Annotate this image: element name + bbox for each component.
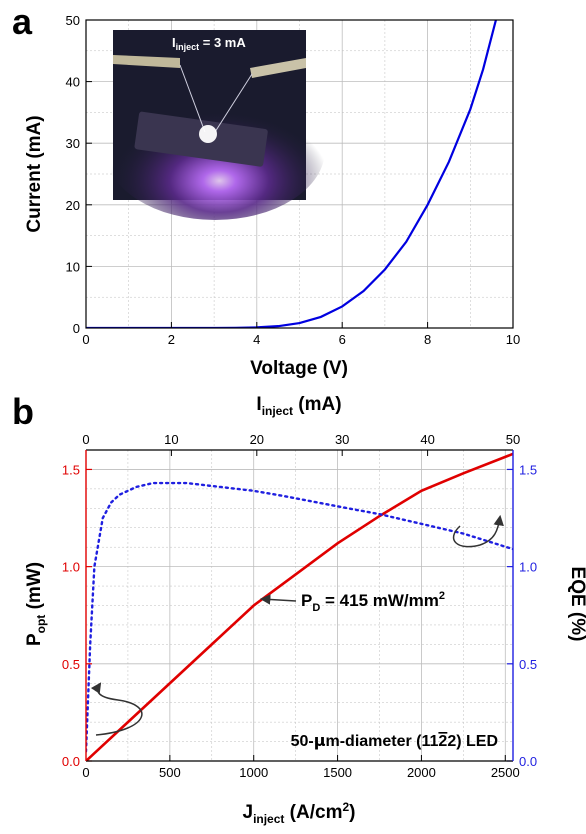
inset-label: Iinject = 3 mA [172, 35, 246, 52]
y-tick-label: 40 [66, 75, 80, 90]
led-annotation: 50-μm-diameter (1122) LED [291, 731, 498, 750]
probe-left-icon [113, 55, 180, 68]
panel-a-label: a [12, 1, 33, 42]
top-x-tick-label: 50 [506, 432, 520, 447]
bottom-x-tick-label: 1500 [323, 765, 352, 780]
panel-a-ticks: 0 2 4 6 8 10 0 10 20 30 40 50 [66, 13, 521, 347]
bottom-x-tick-label: 2000 [407, 765, 436, 780]
probe-right-needle [214, 73, 253, 133]
panel-b-left-ylabel: Popt (mW) [24, 562, 48, 646]
panel-b-ticks: 0 500 1000 1500 2000 2500 0 10 20 30 40 50 0.0 0.5 1.0… [62, 432, 537, 780]
x-tick-label: 0 [82, 332, 89, 347]
top-x-tick-label: 30 [335, 432, 349, 447]
y-tick-label: 50 [66, 13, 80, 28]
x-tick-label: 4 [253, 332, 260, 347]
top-x-tick-label: 20 [250, 432, 264, 447]
panel-b-right-ylabel: EQE (%) [567, 567, 586, 642]
right-y-tick-label: 1.0 [519, 560, 537, 575]
panel-a-ylabel: Current (mA) [24, 115, 45, 232]
left-y-tick-label: 0.5 [62, 657, 80, 672]
top-x-tick-label: 0 [82, 432, 89, 447]
probe-right-icon [250, 58, 306, 78]
y-tick-label: 0 [73, 321, 80, 336]
y-tick-label: 20 [66, 198, 80, 213]
iv-curve [86, 20, 497, 328]
top-x-tick-label: 40 [420, 432, 434, 447]
popt-curve [86, 452, 513, 761]
right-y-tick-label: 0.5 [519, 657, 537, 672]
panel-b-bottom-xlabel: Jinject (A/cm2) [242, 800, 355, 826]
top-x-tick-label: 10 [164, 432, 178, 447]
y-tick-label: 30 [66, 136, 80, 151]
panel-b-grid [85, 449, 513, 762]
panel-a-frame [85, 19, 514, 329]
x-tick-label: 2 [168, 332, 175, 347]
bottom-x-tick-label: 0 [82, 765, 89, 780]
right-y-tick-label: 0.0 [519, 754, 537, 769]
led-emission-icon [199, 125, 217, 143]
panel-a: a 0 2 4 6 8 10 0 10 20 30 40 50 Iinject = 3 mA Curr… [12, 1, 520, 379]
right-y-tick-label: 1.5 [519, 462, 537, 477]
bottom-x-tick-label: 500 [159, 765, 181, 780]
panel-b-label: b [12, 391, 34, 432]
panel-b-top-xlabel: Iinject (mA) [256, 394, 341, 418]
bottom-x-tick-label: 1000 [239, 765, 268, 780]
pd-arrow-icon [259, 594, 297, 605]
y-tick-label: 10 [66, 259, 80, 274]
photo-inset: Iinject = 3 mA [105, 30, 325, 220]
right-axis-arrow-icon [452, 514, 504, 548]
bottom-x-tick-label: 2500 [491, 765, 520, 780]
panel-a-curves [86, 20, 497, 328]
eqe-curve [86, 481, 513, 753]
probe-left-needle [179, 64, 206, 133]
left-y-tick-label: 0.0 [62, 754, 80, 769]
panel-b: b Iinject (mA) 0 500 1000 1500 2000 2500 0 10 20… [12, 391, 586, 826]
x-tick-label: 10 [506, 332, 520, 347]
left-y-tick-label: 1.0 [62, 560, 80, 575]
panel-b-curves [86, 452, 513, 761]
panel-a-xlabel: Voltage (V) [250, 358, 348, 379]
x-tick-label: 8 [424, 332, 431, 347]
x-tick-label: 6 [339, 332, 346, 347]
pd-annotation: PD = 415 mW/mm2 [301, 590, 445, 614]
left-y-tick-label: 1.5 [62, 462, 80, 477]
left-axis-arrow-icon [90, 682, 143, 736]
